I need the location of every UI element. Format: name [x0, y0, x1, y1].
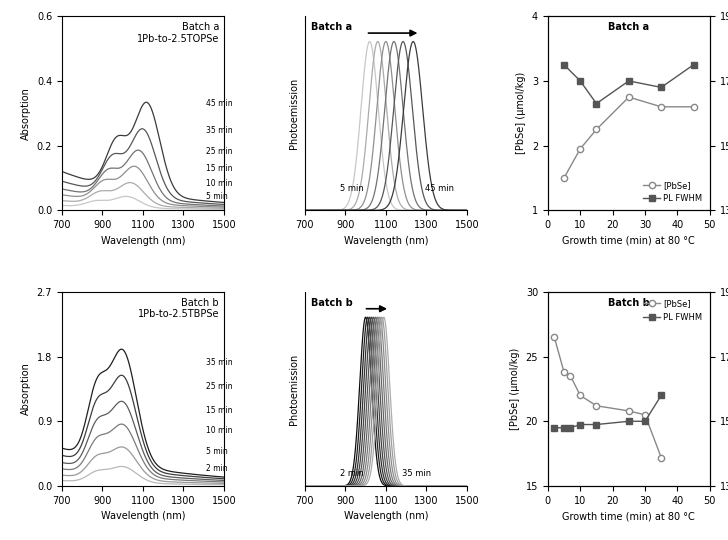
Line: [PbSe]: [PbSe] — [551, 334, 665, 461]
Text: 5 min: 5 min — [205, 192, 227, 201]
[PbSe] — [689, 104, 698, 110]
Y-axis label: [PbSe] (μmol/kg): [PbSe] (μmol/kg) — [510, 348, 520, 430]
Legend: [PbSe], PL FWHM: [PbSe], PL FWHM — [640, 296, 705, 325]
Y-axis label: Photoemission: Photoemission — [289, 353, 299, 424]
Text: 5 min: 5 min — [341, 184, 364, 193]
PL FWHM — [566, 424, 575, 431]
[PbSe] — [566, 373, 575, 379]
Line: PL FWHM: PL FWHM — [561, 62, 697, 107]
X-axis label: Growth time (min) at 80 °C: Growth time (min) at 80 °C — [563, 235, 695, 246]
PL FWHM — [576, 421, 585, 428]
PL FWHM — [560, 424, 569, 431]
PL FWHM — [576, 78, 585, 84]
Text: 25 min: 25 min — [205, 147, 232, 156]
Text: 15 min: 15 min — [205, 164, 232, 173]
Text: 35 min: 35 min — [205, 126, 232, 134]
[PbSe] — [560, 369, 569, 375]
X-axis label: Wavelength (nm): Wavelength (nm) — [100, 235, 185, 246]
Y-axis label: Photoemission: Photoemission — [289, 78, 299, 149]
PL FWHM — [625, 78, 633, 84]
[PbSe] — [576, 392, 585, 399]
Text: 45 min: 45 min — [205, 99, 232, 108]
X-axis label: Wavelength (nm): Wavelength (nm) — [344, 511, 428, 521]
Line: [PbSe]: [PbSe] — [561, 94, 697, 181]
PL FWHM — [641, 418, 649, 424]
Y-axis label: Absorption: Absorption — [21, 87, 31, 140]
Y-axis label: [PbSe] (μmol/kg): [PbSe] (μmol/kg) — [516, 72, 526, 154]
PL FWHM — [592, 421, 601, 428]
PL FWHM — [657, 392, 665, 399]
Text: Batch b: Batch b — [312, 298, 353, 308]
X-axis label: Growth time (min) at 80 °C: Growth time (min) at 80 °C — [563, 511, 695, 521]
Text: 15 min: 15 min — [205, 406, 232, 415]
Legend: [PbSe], PL FWHM: [PbSe], PL FWHM — [640, 177, 705, 206]
[PbSe] — [641, 411, 649, 418]
PL FWHM — [592, 100, 601, 107]
Text: 10 min: 10 min — [205, 179, 232, 188]
Text: Batch a: Batch a — [312, 22, 352, 32]
Text: 5 min: 5 min — [205, 447, 227, 456]
PL FWHM — [560, 62, 569, 68]
[PbSe] — [657, 104, 665, 110]
Text: Batch a
1Pb-to-2.5TOPSe: Batch a 1Pb-to-2.5TOPSe — [137, 22, 219, 44]
[PbSe] — [550, 334, 558, 340]
Text: Batch b
1Pb-to-2.5TBPSe: Batch b 1Pb-to-2.5TBPSe — [138, 298, 219, 319]
[PbSe] — [625, 408, 633, 414]
X-axis label: Wavelength (nm): Wavelength (nm) — [100, 511, 185, 521]
Text: Batch b: Batch b — [608, 298, 649, 308]
PL FWHM — [657, 84, 665, 91]
Line: PL FWHM: PL FWHM — [551, 392, 665, 431]
Text: 35 min: 35 min — [205, 358, 232, 367]
Text: 2 min: 2 min — [205, 464, 227, 473]
[PbSe] — [592, 126, 601, 133]
Text: 10 min: 10 min — [205, 426, 232, 435]
Y-axis label: Absorption: Absorption — [21, 362, 31, 415]
Text: 35 min: 35 min — [402, 469, 431, 478]
[PbSe] — [625, 94, 633, 100]
Text: 2 min: 2 min — [341, 469, 364, 478]
Text: 45 min: 45 min — [424, 184, 454, 193]
PL FWHM — [689, 62, 698, 68]
[PbSe] — [576, 146, 585, 152]
[PbSe] — [592, 402, 601, 409]
PL FWHM — [625, 418, 633, 424]
Text: Batch a: Batch a — [609, 22, 649, 32]
[PbSe] — [560, 175, 569, 181]
Text: 25 min: 25 min — [205, 382, 232, 392]
X-axis label: Wavelength (nm): Wavelength (nm) — [344, 235, 428, 246]
[PbSe] — [657, 454, 665, 461]
PL FWHM — [550, 424, 558, 431]
